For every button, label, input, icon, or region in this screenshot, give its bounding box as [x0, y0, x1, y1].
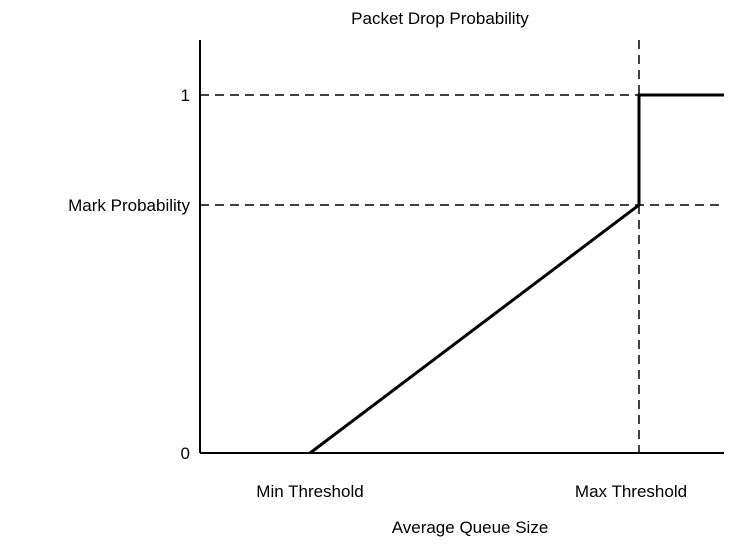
- y-tick-label: 1: [181, 86, 190, 105]
- drop-probability-line: [309, 93, 724, 455]
- x-tick-label: Max Threshold: [575, 482, 687, 501]
- y-tick-label: 0: [181, 444, 190, 463]
- chart-title: Packet Drop Probability: [351, 9, 529, 28]
- x-tick-label: Min Threshold: [256, 482, 363, 501]
- x-axis-label: Average Queue Size: [392, 518, 549, 537]
- y-tick-label: Mark Probability: [68, 196, 190, 215]
